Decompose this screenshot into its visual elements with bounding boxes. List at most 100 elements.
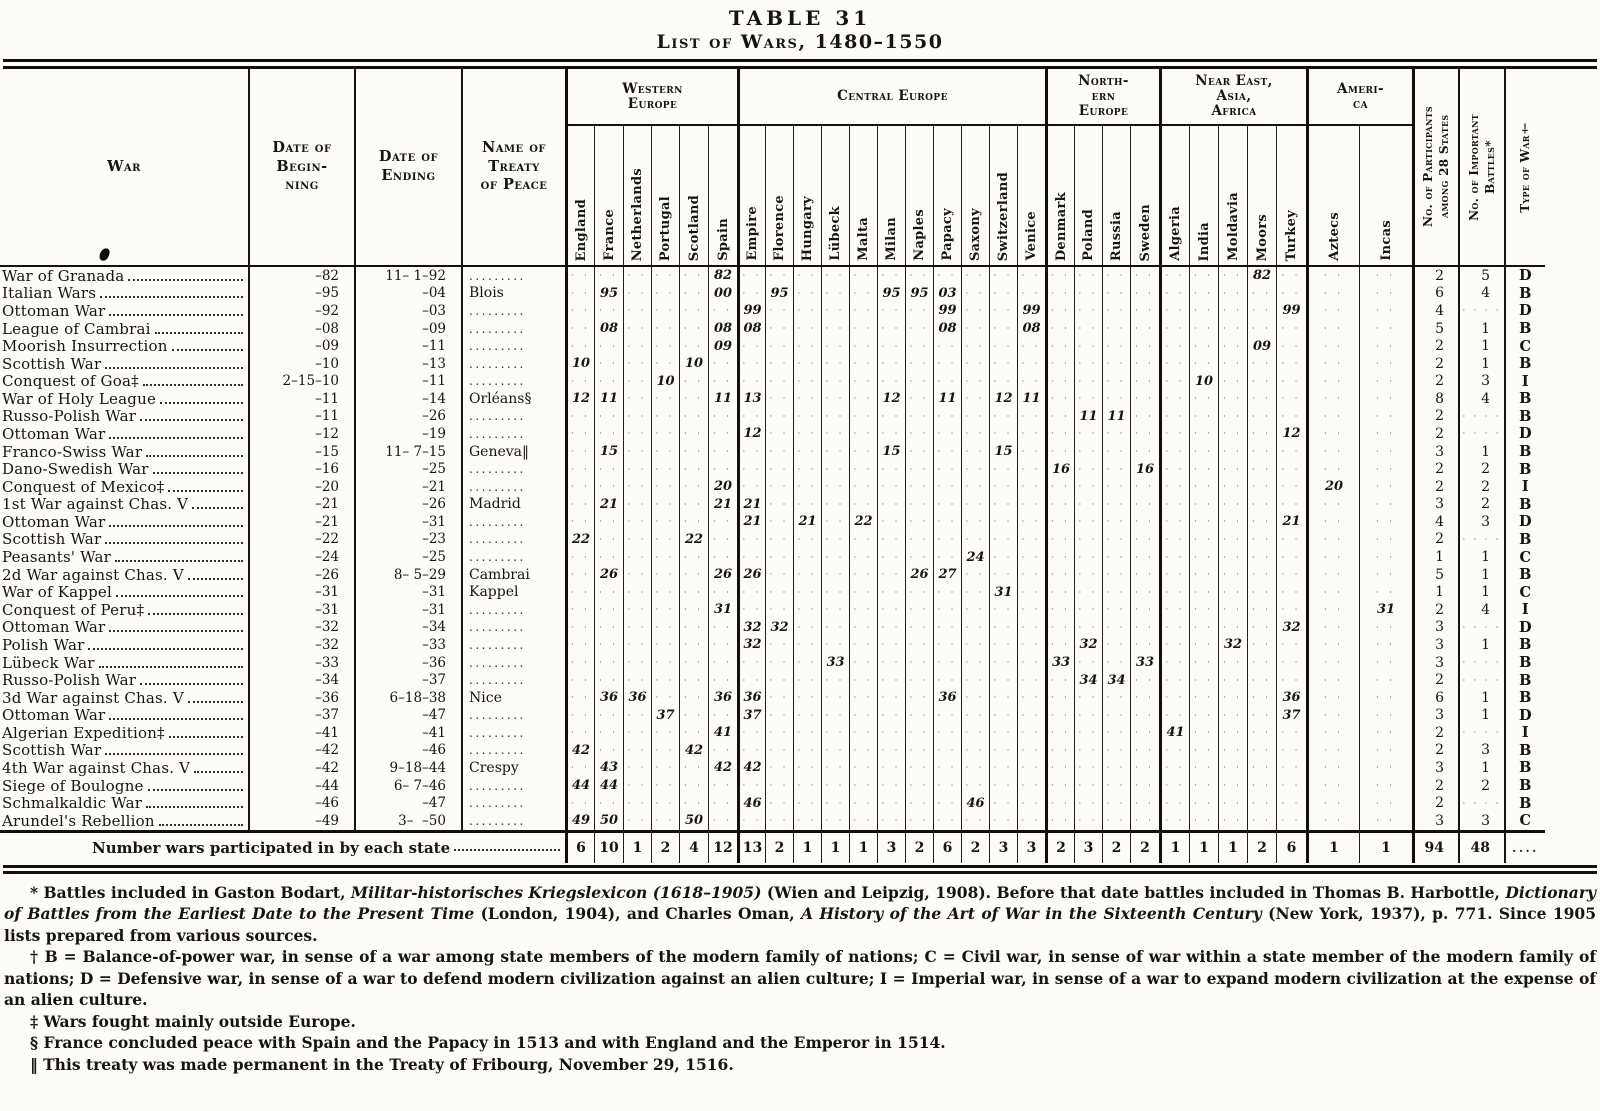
footer-poland: 3 xyxy=(1074,832,1102,863)
cell-moors: · · xyxy=(1247,372,1276,391)
cell-poland: · · xyxy=(1074,390,1102,408)
cell-england: · · xyxy=(565,724,594,742)
cell-milan: · · xyxy=(877,741,905,760)
cell-sweden: · · xyxy=(1130,811,1159,830)
cell-lübeck: · · xyxy=(821,354,849,373)
cell-portugal: · · xyxy=(651,565,679,584)
cell-india: · · xyxy=(1189,337,1218,355)
war-type: I xyxy=(1504,477,1545,496)
cell-malta: · · xyxy=(849,724,877,742)
cell-switzerland: · · xyxy=(989,600,1017,619)
war-row: Moorish Insurrection –09 –11......... · · · … xyxy=(0,337,1545,355)
cell-lübeck: · · xyxy=(821,460,849,478)
cell-milan: · · xyxy=(877,583,905,601)
cell-england: 42 xyxy=(565,741,594,760)
cell-saxony: · · xyxy=(961,671,989,689)
date-of-beginning: –33 xyxy=(248,653,354,672)
cell-spain: 09 xyxy=(708,337,737,355)
cell-aztecs: · · xyxy=(1306,706,1359,725)
battles-count: 1 xyxy=(1458,548,1504,566)
cell-aztecs: · · xyxy=(1306,319,1359,338)
war-name: 4th War against Chas. V xyxy=(0,759,248,777)
cell-moors: · · xyxy=(1247,724,1276,742)
cell-aztecs: · · xyxy=(1306,354,1359,373)
cell-spain: · · xyxy=(708,548,737,566)
cell-lübeck: · · xyxy=(821,495,849,514)
cell-poland: · · xyxy=(1074,759,1102,777)
war-type: D xyxy=(1504,513,1545,531)
cell-moors: · · xyxy=(1247,671,1276,689)
cell-portugal: · · xyxy=(651,618,679,637)
cell-papacy: · · xyxy=(933,811,961,830)
cell-empire: · · xyxy=(737,407,765,426)
participants-count: 2 xyxy=(1412,425,1458,443)
cell-india: · · xyxy=(1189,425,1218,443)
cell-venice: · · xyxy=(1017,267,1045,285)
date-of-ending: –03 xyxy=(354,302,461,320)
cell-hungary: · · xyxy=(793,706,821,725)
cell-portugal: · · xyxy=(651,390,679,408)
cell-incas: · · xyxy=(1359,671,1412,689)
date-of-beginning: –20 xyxy=(248,477,354,496)
cell-england: 12 xyxy=(565,390,594,408)
cell-spain: · · xyxy=(708,354,737,373)
footnote: § France concluded peace with Spain and … xyxy=(30,1033,946,1052)
cell-poland: · · xyxy=(1074,530,1102,549)
cell-papacy: · · xyxy=(933,407,961,426)
cell-empire: 37 xyxy=(737,706,765,725)
war-row: Russo-Polish War –11 –26......... · · · · · ·… xyxy=(0,407,1545,426)
participants-count: 2 xyxy=(1412,477,1458,496)
treaty-of-peace: ......... xyxy=(461,407,565,426)
cell-india: 10 xyxy=(1189,372,1218,391)
cell-turkey: · · xyxy=(1276,530,1306,549)
cell-netherlands: · · xyxy=(623,600,651,619)
date-of-beginning: 2–15–10 xyxy=(248,372,354,391)
cell-scotland: · · xyxy=(679,618,708,637)
cell-switzerland: 12 xyxy=(989,390,1017,408)
cell-sweden: · · xyxy=(1130,706,1159,725)
cell-saxony: 46 xyxy=(961,794,989,812)
cell-incas: · · xyxy=(1359,337,1412,355)
cell-poland: · · xyxy=(1074,319,1102,338)
cell-russia: · · xyxy=(1102,706,1130,725)
cell-hungary: · · xyxy=(793,354,821,373)
cell-aztecs: · · xyxy=(1306,811,1359,830)
cell-england: · · xyxy=(565,636,594,654)
cell-empire: 13 xyxy=(737,390,765,408)
column-header-russia: Russia xyxy=(1102,126,1130,265)
cell-scotland: 22 xyxy=(679,530,708,549)
cell-florence: · · xyxy=(765,319,793,338)
cell-incas: · · xyxy=(1359,267,1412,285)
cell-moors: · · xyxy=(1247,706,1276,725)
cell-aztecs: · · xyxy=(1306,407,1359,426)
war-row: Russo-Polish War –34 –37......... · · · · · ·… xyxy=(0,671,1545,689)
cell-hungary: · · xyxy=(793,759,821,777)
cell-incas: · · xyxy=(1359,372,1412,391)
cell-poland: · · xyxy=(1074,442,1102,461)
treaty-of-peace: ......... xyxy=(461,319,565,338)
treaty-of-peace: ......... xyxy=(461,776,565,795)
cell-hungary: · · xyxy=(793,337,821,355)
cell-venice: · · xyxy=(1017,811,1045,830)
date-of-ending: –31 xyxy=(354,583,461,601)
cell-aztecs: · · xyxy=(1306,741,1359,760)
war-row: Scottish War –10 –13......... 10 · · · · · · 10… xyxy=(0,355,1545,373)
footer-turkey: 6 xyxy=(1276,832,1306,863)
cell-india: · · xyxy=(1189,688,1218,707)
cell-saxony: · · xyxy=(961,460,989,478)
cell-incas: · · xyxy=(1359,759,1412,777)
cell-england: · · xyxy=(565,442,594,461)
cell-england: · · xyxy=(565,706,594,725)
cell-hungary: · · xyxy=(793,811,821,830)
cell-netherlands: · · xyxy=(623,759,651,777)
cell-france: · · xyxy=(594,706,623,725)
cell-spain: 20 xyxy=(708,477,737,496)
treaty-of-peace: ......... xyxy=(461,794,565,812)
war-type: D xyxy=(1504,618,1545,637)
cell-malta: · · xyxy=(849,741,877,760)
date-of-beginning: –09 xyxy=(248,337,354,355)
treaty-of-peace: Crespy xyxy=(461,759,565,777)
cell-scotland: · · xyxy=(679,600,708,619)
cell-india: · · xyxy=(1189,284,1218,303)
cell-venice: · · xyxy=(1017,284,1045,303)
